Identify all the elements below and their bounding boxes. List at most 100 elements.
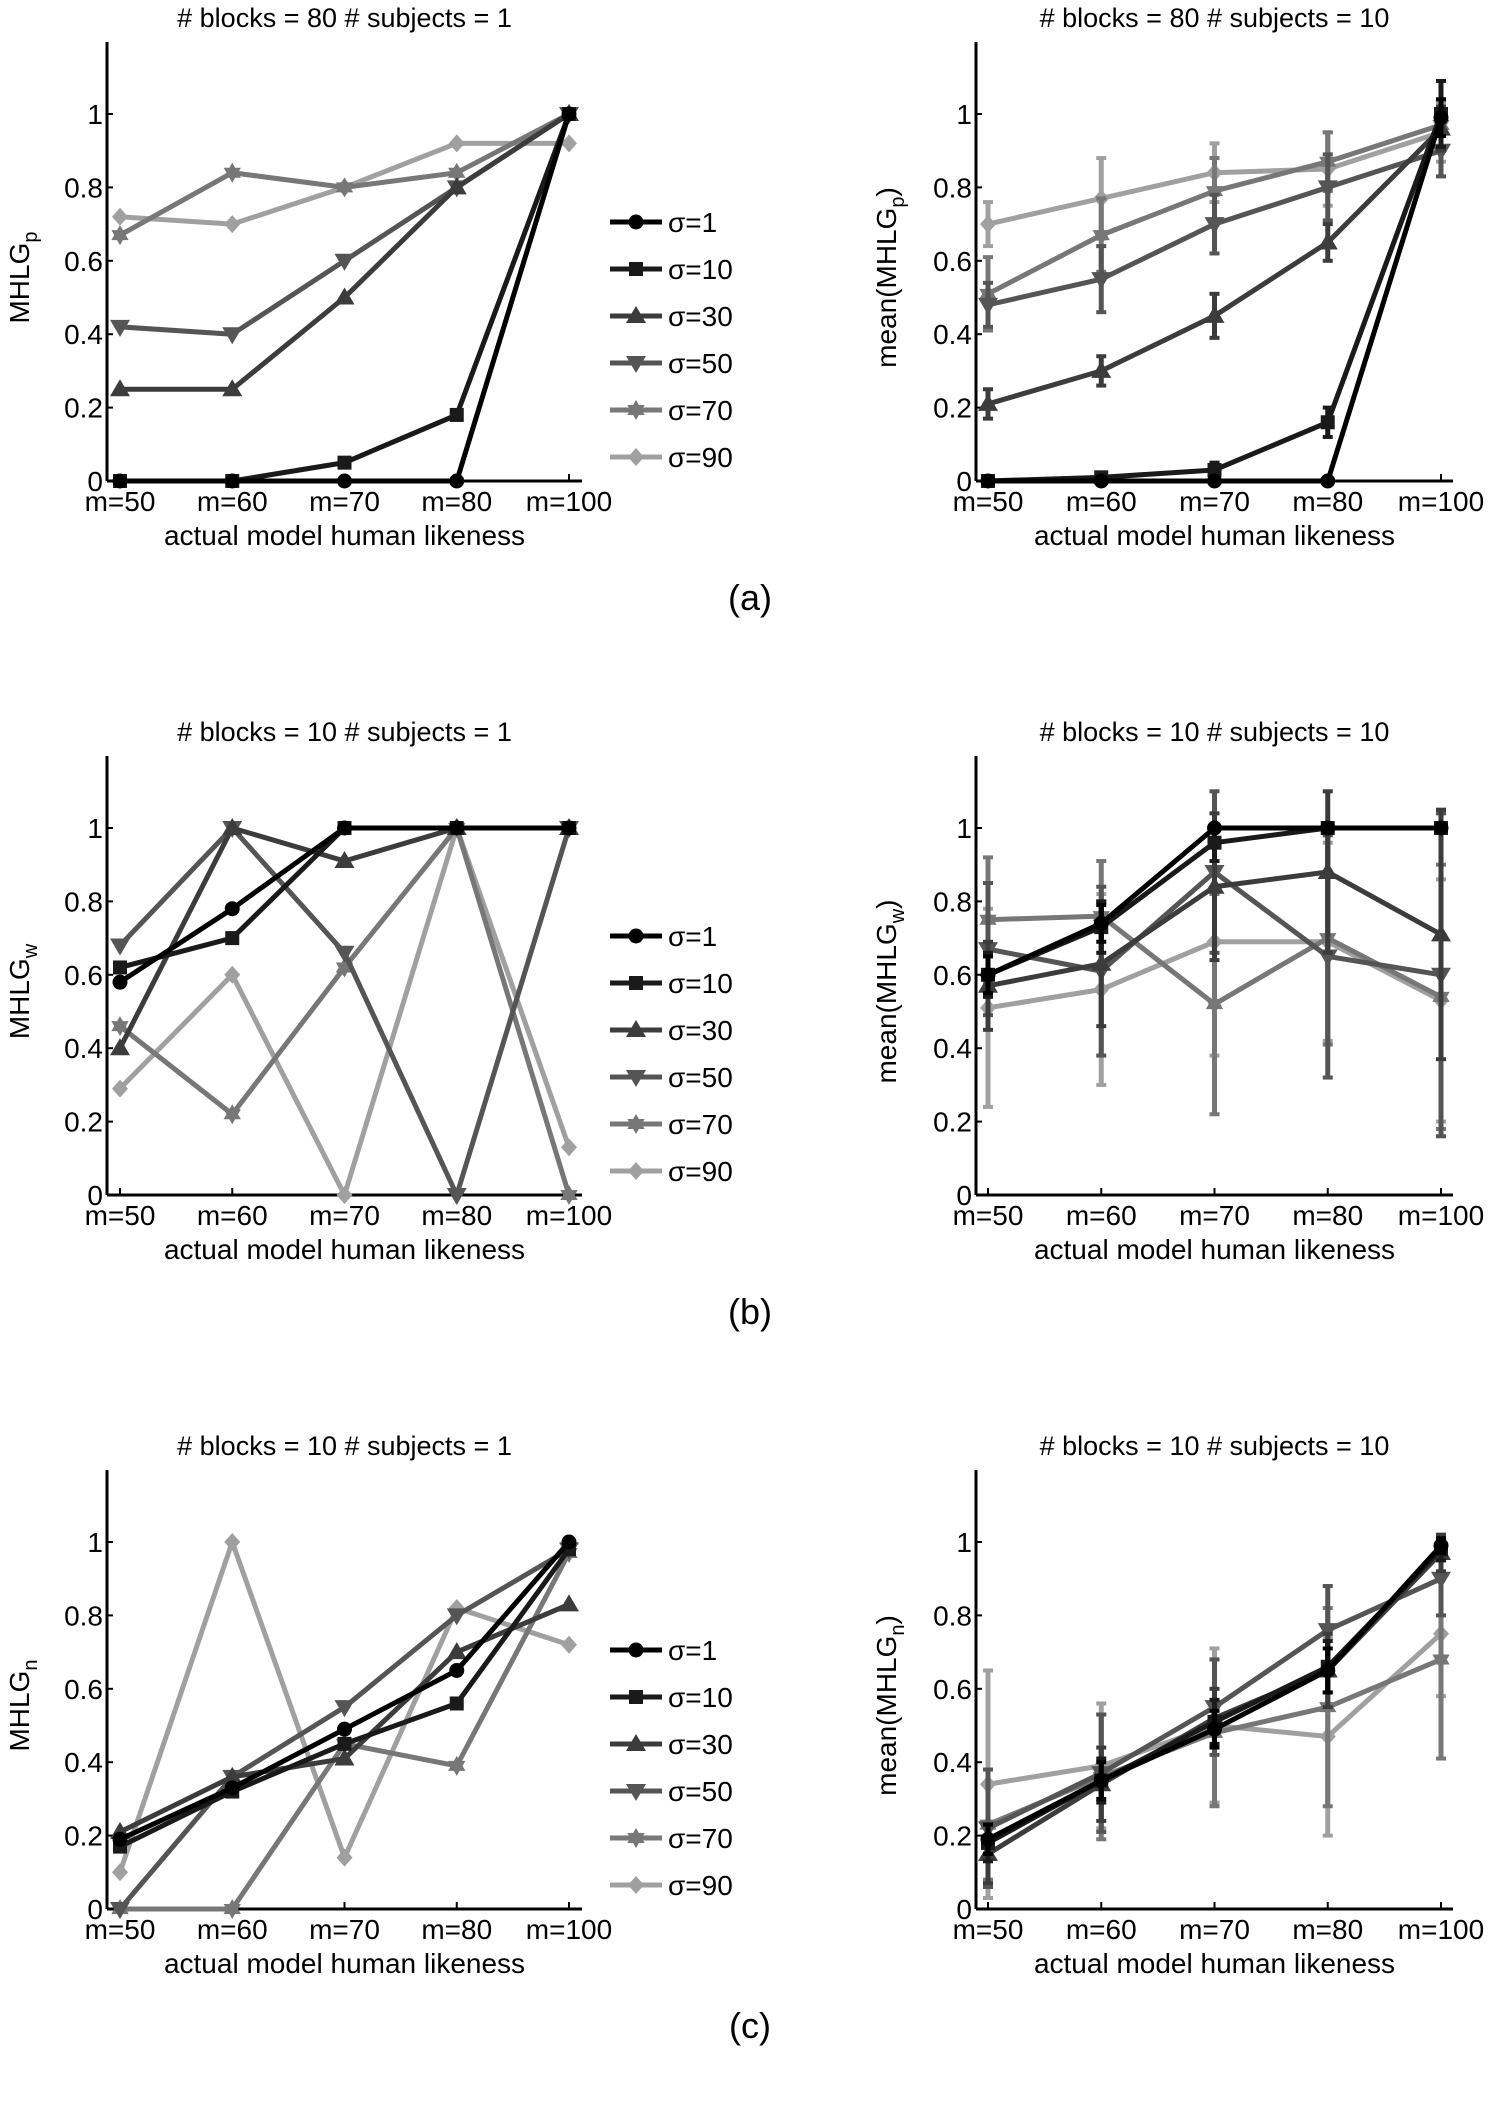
panel-label: (a) xyxy=(728,577,772,618)
y-tick-label: 0.8 xyxy=(64,172,103,203)
legend-item: σ=30 xyxy=(610,301,733,332)
data-point-marker xyxy=(112,207,128,226)
x-tick-label: m=50 xyxy=(85,1914,156,1945)
data-point-marker xyxy=(112,1079,128,1098)
data-point-marker xyxy=(1207,820,1222,836)
data-point-marker xyxy=(223,1899,241,1919)
legend-label: σ=1 xyxy=(668,921,717,952)
data-point-marker xyxy=(1431,924,1451,942)
chart-title: # blocks = 10 # subjects = 1 xyxy=(177,717,512,747)
y-tick-label: 0.6 xyxy=(64,960,103,991)
data-point-marker xyxy=(113,960,127,975)
y-axis-label-main: MHLG xyxy=(4,243,35,324)
x-tick-label: m=80 xyxy=(1292,1914,1363,1945)
data-point-marker xyxy=(336,1848,353,1867)
y-tick-label: 0.6 xyxy=(933,960,972,991)
chart-b-right: # blocks = 10 # subjects = 10 0 0.2 0.4 0.6 0… xyxy=(871,717,1484,1265)
data-point-marker xyxy=(334,287,355,305)
x-tick-label: m=70 xyxy=(1179,486,1250,517)
y-axis-label-main: MHLG xyxy=(4,1671,35,1752)
data-point-marker xyxy=(978,297,998,315)
x-tick-label: m=100 xyxy=(526,486,612,517)
data-point-marker xyxy=(561,1635,577,1654)
y-tick-label: 1 xyxy=(87,813,103,844)
legend: σ=1 σ=10 σ=30 σ=50 σ=70 σ=90 xyxy=(610,921,733,1187)
data-point-marker xyxy=(1204,876,1225,894)
y-tick-label: 0 xyxy=(956,1180,972,1211)
data-point-marker xyxy=(334,945,355,963)
data-point-marker xyxy=(449,820,465,836)
data-point-marker xyxy=(980,1831,996,1847)
data-point-marker xyxy=(980,215,996,234)
x-tick-label: m=70 xyxy=(1179,1200,1250,1231)
data-point-marker xyxy=(1317,232,1338,250)
legend-item: σ=70 xyxy=(610,395,733,426)
series-sigma-70 xyxy=(111,818,578,1205)
legend-label: σ=90 xyxy=(668,442,733,473)
data-point-marker xyxy=(448,134,465,153)
y-tick-label: 0.8 xyxy=(933,172,972,203)
hexagram-part xyxy=(223,1109,241,1125)
y-axis-label-main: mean(MHLG xyxy=(871,1636,902,1796)
x-tick-label: m=60 xyxy=(1066,1914,1137,1945)
legend-item: σ=70 xyxy=(610,1823,733,1854)
hexagram-part xyxy=(1432,1654,1450,1670)
series-line xyxy=(118,111,571,238)
hexagram-part xyxy=(448,1760,466,1776)
chart-title: # blocks = 10 # subjects = 1 xyxy=(177,1431,512,1461)
series-sigma-30 xyxy=(978,104,1451,421)
data-point-marker xyxy=(222,379,243,397)
legend-item: σ=1 xyxy=(610,921,717,952)
data-point-marker xyxy=(1317,1623,1338,1641)
data-point-marker xyxy=(448,1755,466,1776)
legend-item: σ=50 xyxy=(610,348,733,379)
y-axis-label-close: ) xyxy=(871,1615,902,1624)
x-tick-label: m=50 xyxy=(85,1200,156,1231)
legend-item: σ=10 xyxy=(610,968,733,999)
series-line xyxy=(118,825,572,1198)
y-axis-label: mean(MHLGn) xyxy=(871,1615,909,1796)
y-axis-label: mean(MHLGp) xyxy=(871,187,909,368)
data-point-marker xyxy=(1204,305,1225,323)
x-axis-label: actual model human likeness xyxy=(164,1948,525,1979)
x-tick-label: m=80 xyxy=(421,1914,492,1945)
data-point-marker xyxy=(449,473,465,489)
data-point-marker xyxy=(446,177,467,195)
series-line xyxy=(118,1547,572,1849)
series-sigma-50 xyxy=(978,123,1451,329)
x-tick-label: m=80 xyxy=(1292,486,1363,517)
y-tick-label: 0.6 xyxy=(933,1674,972,1705)
series-sigma-1 xyxy=(112,820,577,990)
x-tick-label: m=50 xyxy=(953,1914,1024,1945)
data-point-marker xyxy=(110,1902,130,1919)
legend: σ=1 σ=10 σ=30 σ=50 σ=70 σ=90 xyxy=(610,207,733,473)
y-axis-label-subscript: n xyxy=(20,1659,42,1670)
data-point-marker xyxy=(1092,225,1110,246)
data-point-marker xyxy=(337,820,352,836)
legend-label: σ=30 xyxy=(668,301,733,332)
legend-item: σ=30 xyxy=(610,1015,733,1046)
y-axis-label: MHLGp xyxy=(4,231,42,323)
data-point-marker xyxy=(112,974,128,990)
series-line xyxy=(118,825,572,1198)
data-point-marker xyxy=(224,1780,240,1796)
data-point-marker xyxy=(1432,1649,1450,1670)
legend-item: σ=50 xyxy=(610,1776,733,1807)
legend-label: σ=10 xyxy=(668,254,733,285)
y-axis-label-subscript: p xyxy=(20,231,42,242)
data-point-marker xyxy=(337,455,352,470)
x-tick-label: m=100 xyxy=(526,1200,612,1231)
legend-label: σ=50 xyxy=(668,348,733,379)
legend-item: σ=10 xyxy=(610,254,733,285)
y-axis-label-subscript: n xyxy=(887,1624,909,1635)
legend-marker-icon xyxy=(626,356,646,373)
legend-marker-icon xyxy=(626,306,646,323)
data-point-marker xyxy=(446,1608,467,1626)
data-point-marker xyxy=(1205,994,1224,1015)
legend-item: σ=1 xyxy=(610,207,717,238)
hexagram-part xyxy=(335,182,354,198)
x-tick-label: m=50 xyxy=(953,486,1024,517)
y-tick-label: 0.8 xyxy=(64,1600,103,1631)
data-point-marker xyxy=(222,818,243,835)
data-point-marker xyxy=(334,851,355,869)
